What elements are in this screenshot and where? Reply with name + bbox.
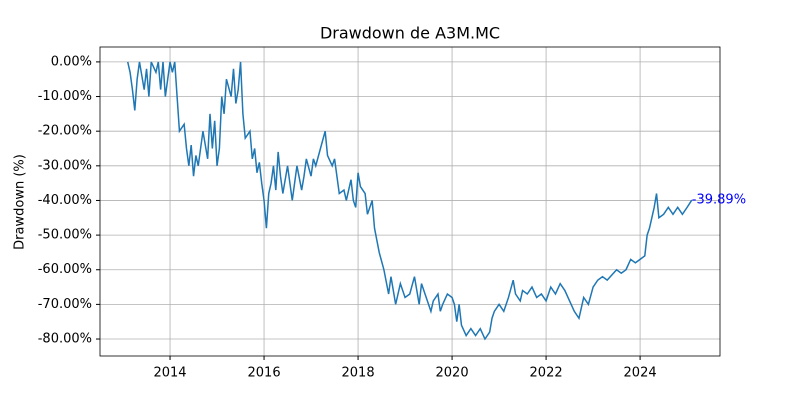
x-tick-label: 2022 bbox=[530, 366, 563, 381]
x-tick-label: 2018 bbox=[342, 366, 375, 381]
x-tick-label: 2020 bbox=[436, 366, 469, 381]
x-tick-label: 2016 bbox=[248, 366, 281, 381]
y-tick-label: -70.00% bbox=[38, 297, 92, 312]
annotation: -39.89% bbox=[692, 193, 746, 208]
y-tick-label: 0.00% bbox=[51, 54, 92, 69]
y-tick-label: -40.00% bbox=[38, 193, 92, 208]
x-tick-label: 2024 bbox=[624, 366, 657, 381]
line-series bbox=[126, 61, 693, 341]
y-tick-label: -30.00% bbox=[38, 158, 92, 173]
x-tick-label: 2014 bbox=[153, 366, 186, 381]
y-axis-label: Drawdown (%) bbox=[13, 154, 28, 250]
y-tick-label: -60.00% bbox=[38, 262, 92, 277]
y-tick-label: -20.00% bbox=[38, 124, 92, 139]
y-tick-label: -10.00% bbox=[38, 89, 92, 104]
y-tick-label: -50.00% bbox=[38, 228, 92, 243]
plot-frame bbox=[99, 46, 721, 357]
y-tick-label: -80.00% bbox=[38, 332, 92, 347]
chart-title: Drawdown de A3M.MC bbox=[320, 24, 500, 43]
